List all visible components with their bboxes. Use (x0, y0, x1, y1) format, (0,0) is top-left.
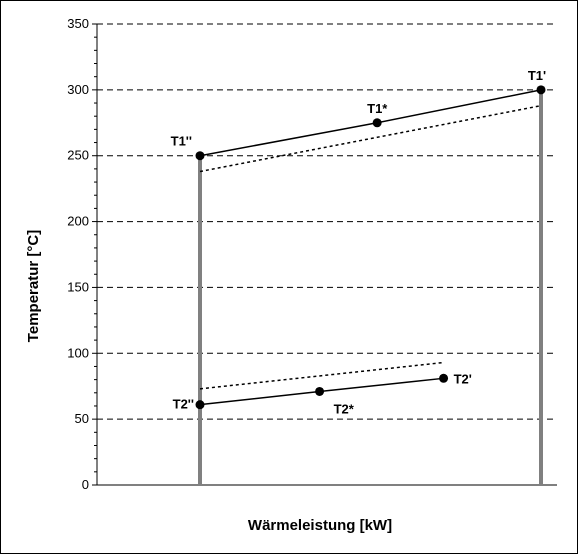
y-tick-label: 150 (67, 279, 89, 294)
x-axis-title: Wärmeleistung [kW] (248, 517, 392, 534)
data-markers (195, 85, 546, 410)
point-label: T2' (454, 371, 472, 386)
axes: 0 50 100 150 200 250 300 350 (67, 16, 557, 492)
point-label: T1' (528, 68, 546, 83)
y-tick-label: 200 (67, 214, 89, 229)
data-point-marker (315, 386, 325, 396)
y-axis-title: Temperatur [°C] (25, 230, 42, 342)
point-label: T2'' (173, 397, 194, 412)
data-point-marker (536, 85, 546, 95)
point-label: T1'' (171, 134, 192, 149)
dotted-series-line (199, 104, 542, 173)
data-point-marker (195, 151, 205, 161)
data-point-marker (372, 118, 382, 128)
point-label: T2* (334, 401, 355, 416)
y-tick-label: 300 (67, 82, 89, 97)
data-point-marker (439, 373, 449, 383)
data-point-marker (195, 400, 205, 410)
point-labels: T1'' T1* T1' T2'' T2* T2' (171, 68, 546, 417)
y-tick-label: 0 (82, 477, 89, 492)
dotted-series-line (199, 361, 444, 390)
point-label: T1* (367, 101, 388, 116)
y-tick-label: 250 (67, 148, 89, 163)
y-tick-label: 50 (75, 411, 89, 426)
grid-lines (97, 23, 557, 420)
y-tick-label: 350 (67, 16, 89, 31)
y-tick-label: 100 (67, 345, 89, 360)
vertical-bars (198, 89, 543, 485)
